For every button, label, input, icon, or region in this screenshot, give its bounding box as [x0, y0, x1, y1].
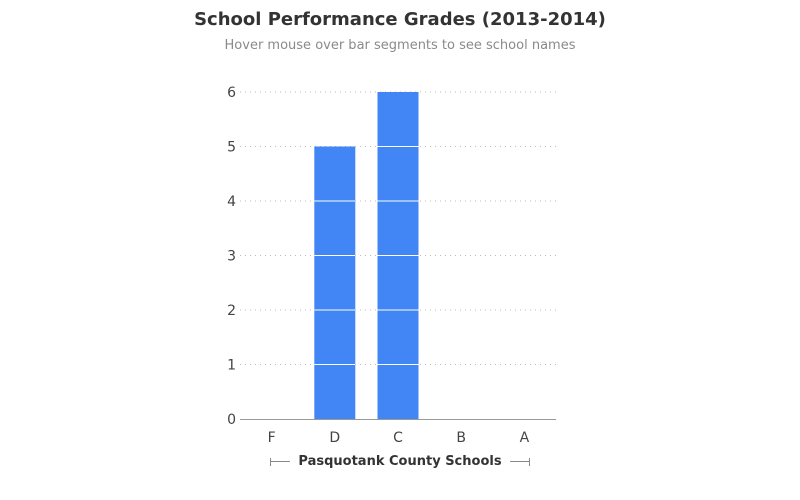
x-axis-bracket-left	[270, 458, 291, 466]
x-tick-label: F	[268, 430, 276, 446]
x-tick-label: C	[393, 430, 403, 446]
axes: 0 1 2 3 4 5 6 F D C B A	[227, 85, 556, 446]
x-tick-label: A	[520, 430, 530, 446]
x-axis-bracket-right	[509, 458, 530, 466]
x-axis-title-container: Pasquotank County Schools	[0, 454, 800, 469]
y-tick-label: 1	[227, 358, 236, 374]
y-tick-label: 3	[227, 249, 236, 265]
y-tick-label: 4	[227, 194, 236, 210]
chart-subtitle: Hover mouse over bar segments to see sch…	[224, 38, 576, 53]
x-axis-title: Pasquotank County Schools	[298, 454, 502, 469]
y-tick-label: 6	[227, 85, 236, 101]
bars[interactable]	[314, 92, 419, 420]
y-tick-label: 0	[227, 412, 236, 428]
bar-D[interactable]	[314, 146, 356, 420]
y-tick-label: 2	[227, 303, 236, 319]
y-tick-label: 5	[227, 140, 236, 156]
x-tick-label: D	[329, 430, 340, 446]
x-tick-label: B	[456, 430, 466, 446]
chart-title: School Performance Grades (2013-2014)	[194, 9, 606, 30]
